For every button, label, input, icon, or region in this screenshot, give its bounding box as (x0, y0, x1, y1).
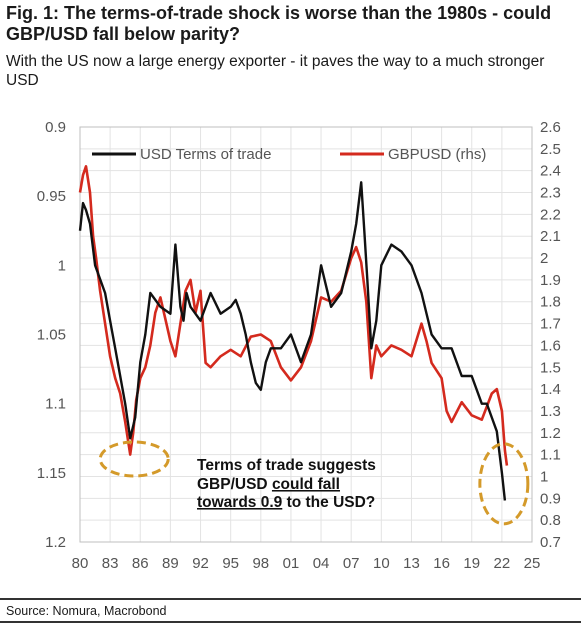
x-tick-label-2: 86 (132, 555, 149, 572)
annotation-line-1: Terms of trade suggests (197, 457, 376, 474)
x-tick-label-0: 80 (72, 555, 89, 572)
right-tick-label-14: 1.2 (540, 425, 561, 442)
right-tick-label-1: 2.5 (540, 141, 561, 158)
right-tick-label-18: 0.8 (540, 512, 561, 529)
right-tick-label-10: 1.6 (540, 337, 561, 354)
right-tick-label-11: 1.5 (540, 359, 561, 376)
bottom-rule (0, 621, 581, 623)
x-tick-label-3: 89 (162, 555, 179, 572)
right-tick-label-15: 1.1 (540, 447, 561, 464)
x-tick-label-8: 04 (313, 555, 330, 572)
right-axis: 2.6 2.5 2.4 2.3 2.2 2.1 2 1.9 1.8 1.7 1.6 1.5 1.4 1.3… (540, 119, 561, 551)
footer-rule (0, 598, 581, 600)
left-tick-label-4: 1.1 (45, 396, 66, 413)
legend-label-tot: USD Terms of trade (140, 146, 271, 163)
x-tick-label-7: 01 (283, 555, 300, 572)
plot-frame (79, 126, 533, 543)
right-tick-label-6: 2 (540, 250, 548, 267)
right-tick-label-13: 1.3 (540, 403, 561, 420)
x-tick-label-11: 13 (403, 555, 420, 572)
highlight-circles (98, 440, 530, 526)
source-note: Source: Nomura, Macrobond (6, 604, 167, 618)
right-tick-label-19: 0.7 (540, 534, 561, 551)
left-tick-label-6: 1.2 (45, 534, 66, 551)
right-tick-label-8: 1.8 (540, 294, 561, 311)
x-tick-label-10: 10 (373, 555, 390, 572)
right-tick-label-2: 2.4 (540, 163, 561, 180)
left-tick-label-2: 1 (58, 257, 66, 274)
highlight-circle-0 (98, 440, 170, 478)
x-axis: 80 83 86 89 92 95 98 01 04 07 10 13 16 19 22 25 (72, 555, 541, 572)
left-axis: 0.9 0.95 1 1.05 1.1 1.15 1.2 (37, 119, 66, 551)
x-tick-label-5: 95 (222, 555, 239, 572)
series-line-gbpusd (78, 165, 509, 466)
annotation-line-3-suffix: to the USD? (282, 494, 375, 511)
x-tick-label-12: 16 (433, 555, 450, 572)
left-tick-label-0: 0.9 (45, 119, 66, 136)
highlight-circle-1 (478, 442, 530, 526)
right-tick-label-0: 2.6 (540, 119, 561, 136)
annotation-line-2-prefix: GBP/USD (197, 476, 272, 493)
grid-lines (79, 126, 533, 543)
right-tick-label-7: 1.9 (540, 272, 561, 289)
right-tick-label-3: 2.3 (540, 185, 561, 202)
right-tick-label-4: 2.2 (540, 206, 561, 223)
left-tick-label-1: 0.95 (37, 188, 66, 205)
x-tick-label-15: 25 (524, 555, 541, 572)
legend: USD Terms of trade GBPUSD (rhs) (92, 146, 486, 163)
annotation-line-3: towards 0.9 to the USD? (197, 494, 375, 511)
chart-title: Fig. 1: The terms-of-trade shock is wors… (6, 3, 552, 44)
x-tick-label-1: 83 (102, 555, 119, 572)
left-tick-label-3: 1.05 (37, 327, 66, 344)
right-tick-label-9: 1.7 (540, 316, 561, 333)
x-tick-label-4: 92 (192, 555, 209, 572)
left-tick-label-5: 1.15 (37, 465, 66, 482)
right-tick-label-16: 1 (540, 468, 548, 485)
series-line-usd-terms-of-trade (78, 181, 507, 501)
x-tick-label-14: 22 (494, 555, 511, 572)
x-tick-label-9: 07 (343, 555, 360, 572)
x-tick-label-13: 19 (463, 555, 480, 572)
x-tick-label-6: 98 (252, 555, 269, 572)
annotation-line-2: GBP/USD could fall (197, 476, 340, 493)
legend-label-gbp: GBPUSD (rhs) (388, 146, 486, 163)
annotation: Terms of trade suggests GBP/USD could fa… (197, 457, 376, 511)
chart-subtitle: With the US now a large energy exporter … (6, 53, 545, 89)
right-tick-label-17: 0.9 (540, 490, 561, 507)
annotation-line-2-underlined: could fall (272, 476, 340, 493)
right-tick-label-5: 2.1 (540, 228, 561, 245)
annotation-line-3-underlined: towards 0.9 (197, 494, 283, 511)
right-tick-label-12: 1.4 (540, 381, 561, 398)
